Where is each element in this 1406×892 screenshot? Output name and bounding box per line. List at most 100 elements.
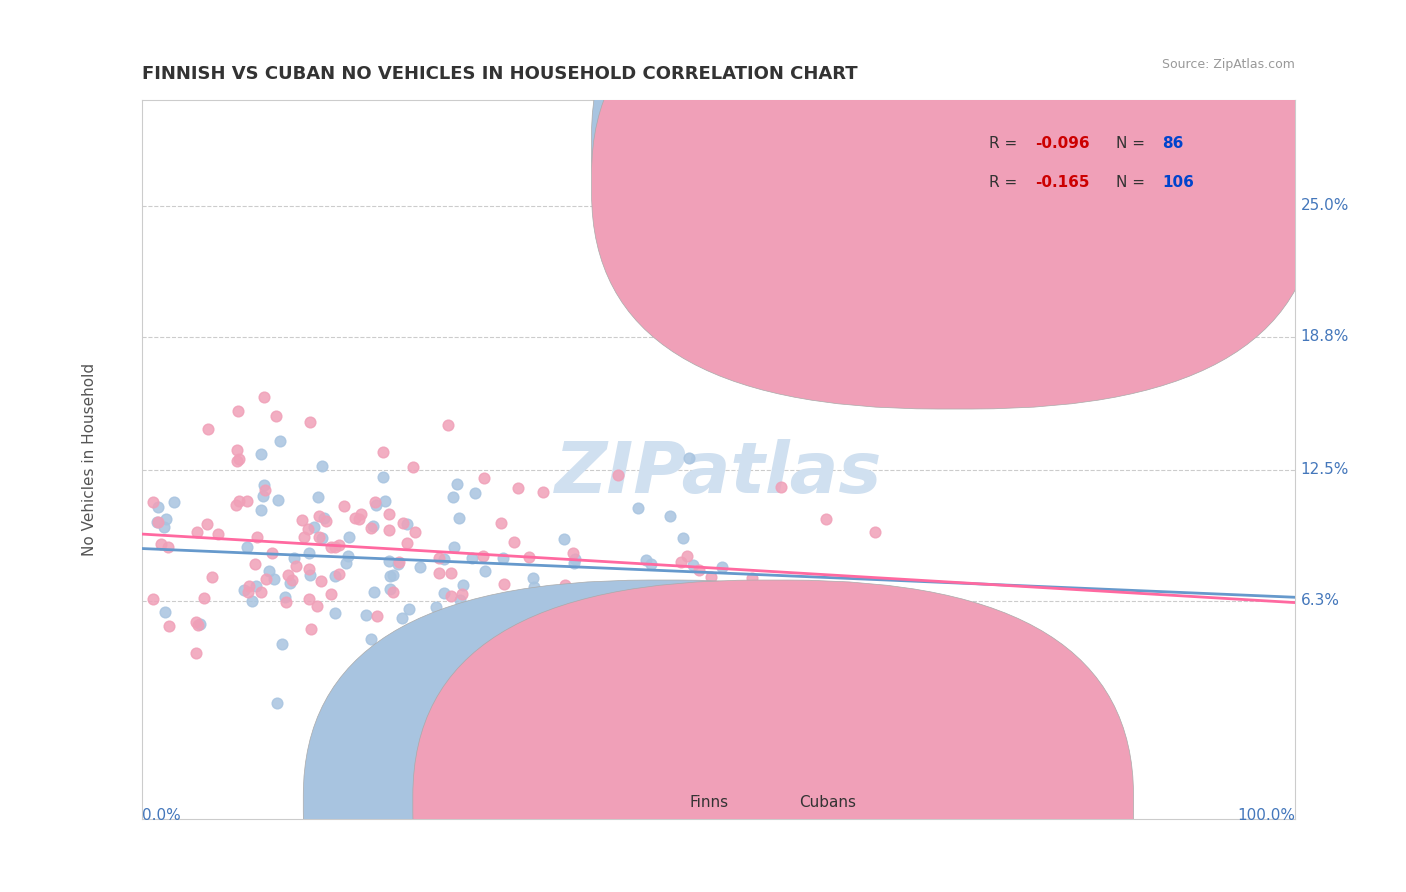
Cubans <box>315 514 337 528</box>
Finns <box>583 662 606 676</box>
Text: N =: N = <box>1116 175 1150 190</box>
Cubans <box>378 523 401 537</box>
Finns <box>337 529 360 543</box>
Cubans <box>472 471 495 485</box>
Cubans <box>297 592 319 607</box>
Text: R =: R = <box>990 175 1022 190</box>
Cubans <box>246 530 269 544</box>
Cubans <box>146 515 169 529</box>
Cubans <box>225 498 247 512</box>
Finns <box>449 592 471 607</box>
Cubans <box>607 467 630 482</box>
Text: 18.8%: 18.8% <box>1301 329 1350 344</box>
Text: No Vehicles in Household: No Vehicles in Household <box>83 363 97 556</box>
Cubans <box>786 581 808 595</box>
Cubans <box>243 557 266 571</box>
Text: ZIPatlas: ZIPatlas <box>555 439 882 508</box>
Finns <box>270 637 292 651</box>
Finns <box>434 650 457 665</box>
Finns <box>250 447 273 461</box>
FancyBboxPatch shape <box>413 580 1133 892</box>
Finns <box>280 575 302 590</box>
Finns <box>678 450 700 465</box>
Finns <box>283 550 305 565</box>
Finns <box>146 500 169 514</box>
Cubans <box>262 546 284 560</box>
Cubans <box>142 495 165 509</box>
FancyBboxPatch shape <box>304 580 1024 892</box>
Finns <box>233 583 256 598</box>
Cubans <box>228 494 250 508</box>
Cubans <box>157 541 180 555</box>
Finns <box>188 616 211 631</box>
Cubans <box>281 573 304 587</box>
Finns <box>245 579 267 593</box>
Finns <box>470 599 492 614</box>
Cubans <box>195 516 218 531</box>
Cubans <box>321 540 343 554</box>
Finns <box>396 517 419 532</box>
Finns <box>314 511 336 525</box>
Cubans <box>277 568 299 582</box>
Cubans <box>319 587 342 601</box>
Text: 86: 86 <box>1163 136 1184 151</box>
Cubans <box>347 512 370 526</box>
Cubans <box>744 636 766 650</box>
Finns <box>307 491 329 505</box>
Cubans <box>669 555 692 569</box>
Cubans <box>297 522 319 536</box>
Cubans <box>298 415 321 429</box>
Cubans <box>863 525 886 540</box>
Finns <box>387 557 409 571</box>
Finns <box>263 572 285 586</box>
Cubans <box>266 409 288 424</box>
Finns <box>252 489 274 503</box>
Finns <box>266 697 288 711</box>
Cubans <box>815 512 838 526</box>
Text: 0.0%: 0.0% <box>142 808 180 823</box>
Cubans <box>274 595 297 609</box>
Cubans <box>472 549 495 563</box>
Cubans <box>323 541 346 555</box>
Finns <box>381 568 404 582</box>
Text: 25.0%: 25.0% <box>1301 198 1350 213</box>
Finns <box>302 519 325 533</box>
Finns <box>433 552 456 566</box>
Finns <box>240 594 263 608</box>
FancyBboxPatch shape <box>592 0 1317 369</box>
Cubans <box>197 421 219 435</box>
Cubans <box>554 578 576 592</box>
Finns <box>710 560 733 574</box>
Cubans <box>395 536 418 550</box>
Finns <box>378 569 401 583</box>
Finns <box>582 599 605 613</box>
Cubans <box>427 551 450 566</box>
Text: R =: R = <box>990 136 1022 151</box>
Finns <box>299 568 322 582</box>
Cubans <box>305 599 328 613</box>
Finns <box>335 556 357 570</box>
Cubans <box>308 509 330 524</box>
Cubans <box>676 549 699 563</box>
Cubans <box>157 619 180 633</box>
Finns <box>360 632 382 646</box>
Text: N =: N = <box>1116 136 1150 151</box>
Finns <box>269 434 291 448</box>
Cubans <box>392 516 415 530</box>
Cubans <box>238 585 260 599</box>
Finns <box>311 459 333 474</box>
Cubans <box>350 507 373 521</box>
Cubans <box>506 481 529 495</box>
Cubans <box>328 566 350 581</box>
Cubans <box>187 617 209 632</box>
Cubans <box>226 404 249 418</box>
Cubans <box>700 570 723 584</box>
Cubans <box>440 566 463 580</box>
Cubans <box>688 564 710 578</box>
Finns <box>523 580 546 594</box>
Finns <box>163 495 186 509</box>
Cubans <box>561 547 583 561</box>
Text: 100.0%: 100.0% <box>1237 808 1295 823</box>
Finns <box>250 502 273 516</box>
Finns <box>682 558 704 572</box>
